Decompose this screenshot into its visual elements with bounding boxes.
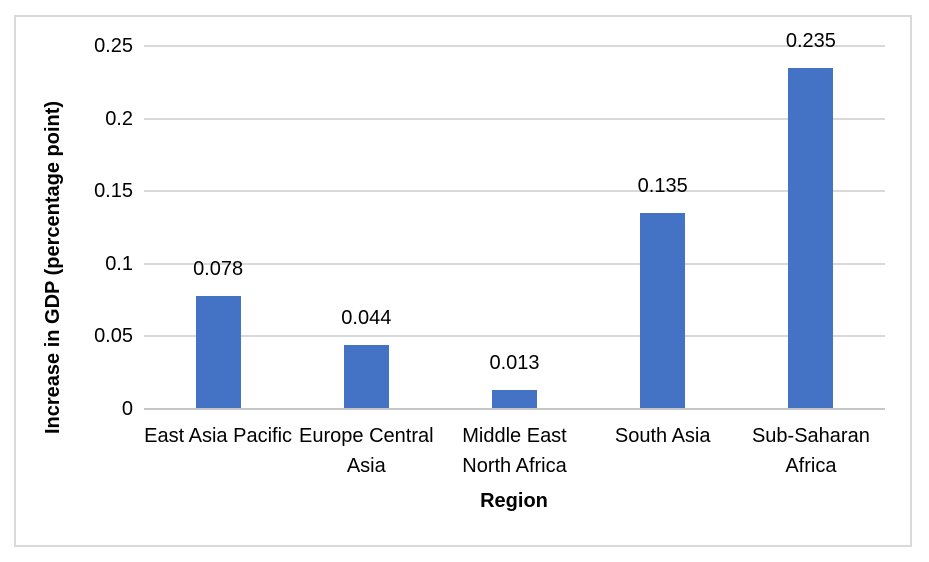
bar-value-label: 0.013	[489, 352, 540, 375]
y-gridline	[144, 335, 885, 338]
chart-border	[14, 15, 912, 547]
bar-value-label: 0.135	[637, 174, 688, 197]
bar-value-label: 0.078	[193, 257, 244, 280]
x-category-label: Europe Central Asia	[299, 425, 434, 477]
x-axis-title: Region	[480, 490, 548, 512]
chart-bar	[343, 345, 389, 409]
y-tick-label: 0.15	[94, 180, 133, 203]
y-tick-label: 0.1	[105, 252, 133, 275]
y-gridline	[144, 190, 885, 193]
y-gridline	[144, 262, 885, 265]
chart-bar	[195, 295, 241, 409]
x-axis-line	[144, 408, 885, 410]
bar-value-label: 0.044	[341, 307, 392, 330]
y-tick-label: 0.2	[105, 107, 133, 130]
y-gridline	[144, 45, 885, 47]
y-gridline	[144, 117, 885, 120]
x-category-label: Middle East North Africa	[462, 425, 567, 477]
chart-bar	[640, 212, 686, 409]
chart-bar	[492, 390, 537, 409]
bar-value-label: 0.235	[785, 29, 836, 52]
x-category-label: East Asia Pacific	[144, 425, 293, 447]
chart-bar	[788, 67, 834, 409]
y-tick-label: 0.05	[94, 325, 133, 348]
y-tick-label: 0.25	[94, 35, 133, 57]
y-tick-label: 0	[121, 398, 133, 420]
y-axis-title: Increase in GDP (percentage point)	[42, 100, 64, 434]
x-category-label: South Asia	[614, 425, 711, 447]
x-category-label: Sub-Saharan Africa	[751, 425, 870, 477]
